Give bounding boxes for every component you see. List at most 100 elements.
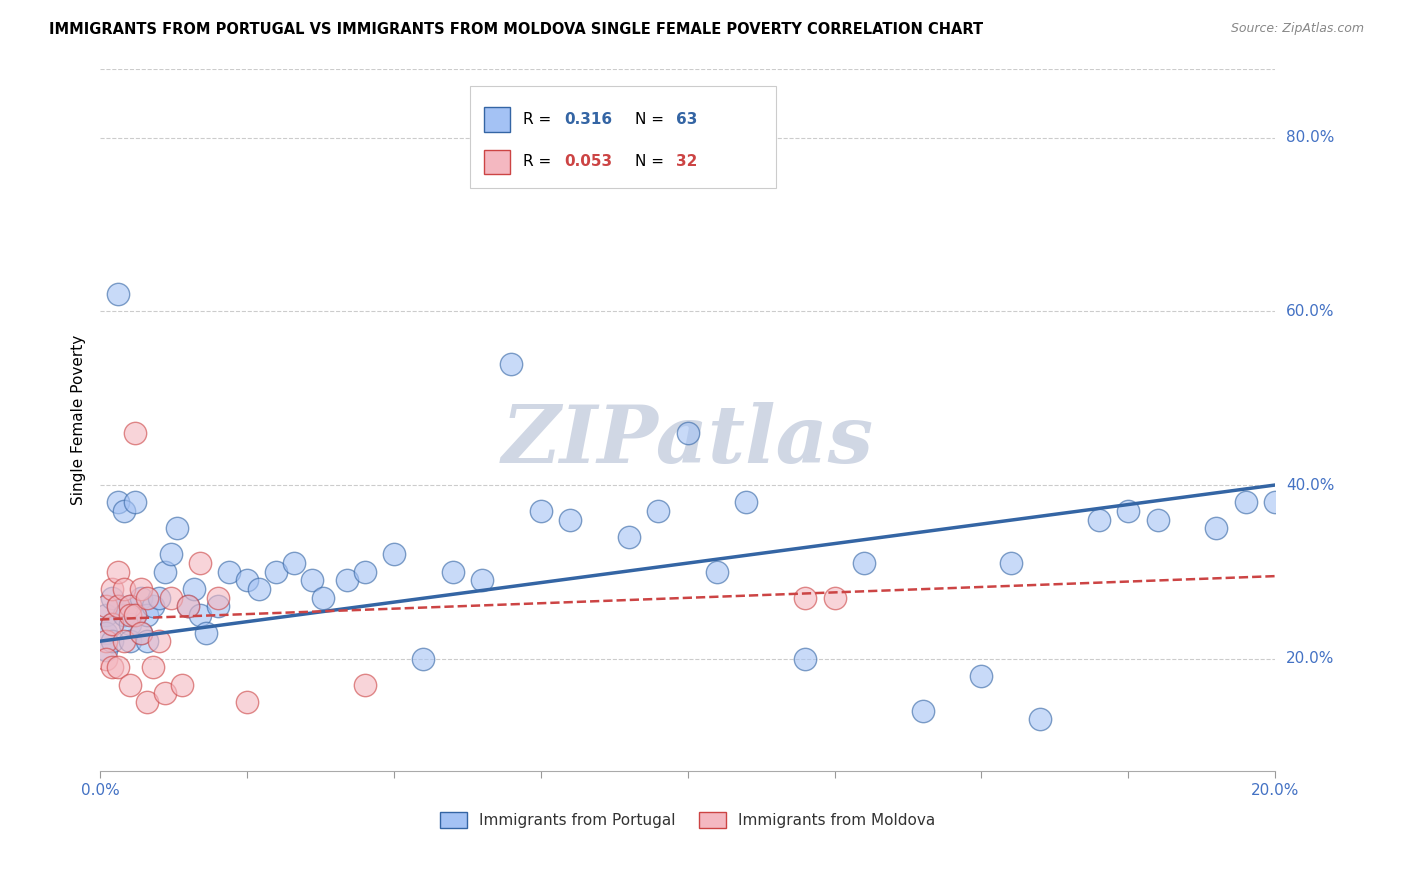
Point: [124, 608, 146, 623]
Point: [94, 599, 117, 614]
Point: [188, 608, 211, 623]
Text: N =: N =: [634, 154, 669, 169]
Point: [236, 574, 259, 588]
Point: [118, 599, 141, 614]
Point: [129, 591, 152, 605]
Point: [107, 287, 129, 301]
Point: [177, 599, 200, 614]
Point: [382, 548, 405, 562]
Point: [1000, 556, 1022, 570]
Point: [166, 521, 188, 535]
Point: [501, 357, 523, 371]
Point: [188, 556, 211, 570]
Text: 32: 32: [676, 154, 697, 169]
Point: [159, 548, 181, 562]
Point: [136, 695, 159, 709]
Point: [118, 608, 141, 623]
Point: [183, 582, 205, 596]
Point: [172, 677, 194, 691]
Point: [136, 634, 159, 648]
Point: [794, 591, 817, 605]
Point: [118, 634, 141, 648]
Text: 0.053: 0.053: [564, 154, 613, 169]
Text: Source: ZipAtlas.com: Source: ZipAtlas.com: [1230, 22, 1364, 36]
Text: 0.316: 0.316: [564, 112, 613, 128]
Point: [94, 625, 117, 640]
Point: [647, 504, 669, 518]
Point: [118, 677, 141, 691]
Point: [336, 574, 359, 588]
Point: [124, 495, 146, 509]
Point: [101, 616, 124, 631]
Point: [706, 565, 728, 579]
Point: [353, 677, 375, 691]
Bar: [484, 150, 510, 174]
Point: [148, 634, 170, 648]
Point: [1205, 521, 1227, 535]
Point: [153, 565, 176, 579]
Point: [824, 591, 846, 605]
Text: ZIPatlas: ZIPatlas: [502, 402, 873, 480]
FancyBboxPatch shape: [470, 87, 776, 188]
Y-axis label: Single Female Poverty: Single Female Poverty: [72, 334, 86, 505]
Point: [136, 608, 159, 623]
Point: [207, 599, 229, 614]
Point: [94, 608, 117, 623]
Point: [112, 608, 135, 623]
Point: [112, 504, 135, 518]
Point: [794, 651, 817, 665]
Point: [118, 616, 141, 631]
Point: [124, 608, 146, 623]
Text: 40.0%: 40.0%: [1286, 477, 1334, 492]
Point: [94, 651, 117, 665]
Point: [124, 425, 146, 440]
Point: [101, 616, 124, 631]
Point: [112, 582, 135, 596]
Bar: [484, 107, 510, 132]
Point: [530, 504, 553, 518]
Point: [1146, 513, 1168, 527]
Point: [129, 625, 152, 640]
Point: [107, 599, 129, 614]
Point: [142, 599, 165, 614]
Point: [129, 625, 152, 640]
Text: R =: R =: [523, 154, 557, 169]
Point: [159, 591, 181, 605]
Point: [218, 565, 240, 579]
Point: [283, 556, 305, 570]
Point: [266, 565, 288, 579]
Point: [153, 686, 176, 700]
Point: [312, 591, 335, 605]
Point: [412, 651, 434, 665]
Point: [107, 565, 129, 579]
Text: IMMIGRANTS FROM PORTUGAL VS IMMIGRANTS FROM MOLDOVA SINGLE FEMALE POVERTY CORREL: IMMIGRANTS FROM PORTUGAL VS IMMIGRANTS F…: [49, 22, 983, 37]
Point: [247, 582, 270, 596]
Point: [177, 599, 200, 614]
Point: [107, 495, 129, 509]
Point: [617, 530, 640, 544]
Point: [301, 574, 323, 588]
Legend: Immigrants from Portugal, Immigrants from Moldova: Immigrants from Portugal, Immigrants fro…: [433, 805, 942, 834]
Point: [735, 495, 758, 509]
Point: [1264, 495, 1286, 509]
Point: [1116, 504, 1139, 518]
Point: [236, 695, 259, 709]
Point: [107, 599, 129, 614]
Point: [101, 660, 124, 674]
Text: 63: 63: [676, 112, 697, 128]
Point: [471, 574, 494, 588]
Point: [194, 625, 217, 640]
Point: [101, 582, 124, 596]
Text: 80.0%: 80.0%: [1286, 130, 1334, 145]
Point: [1234, 495, 1257, 509]
Point: [148, 591, 170, 605]
Point: [852, 556, 875, 570]
Point: [94, 634, 117, 648]
Point: [118, 599, 141, 614]
Point: [101, 634, 124, 648]
Point: [112, 634, 135, 648]
Point: [1088, 513, 1111, 527]
Point: [353, 565, 375, 579]
Text: R =: R =: [523, 112, 557, 128]
Point: [207, 591, 229, 605]
